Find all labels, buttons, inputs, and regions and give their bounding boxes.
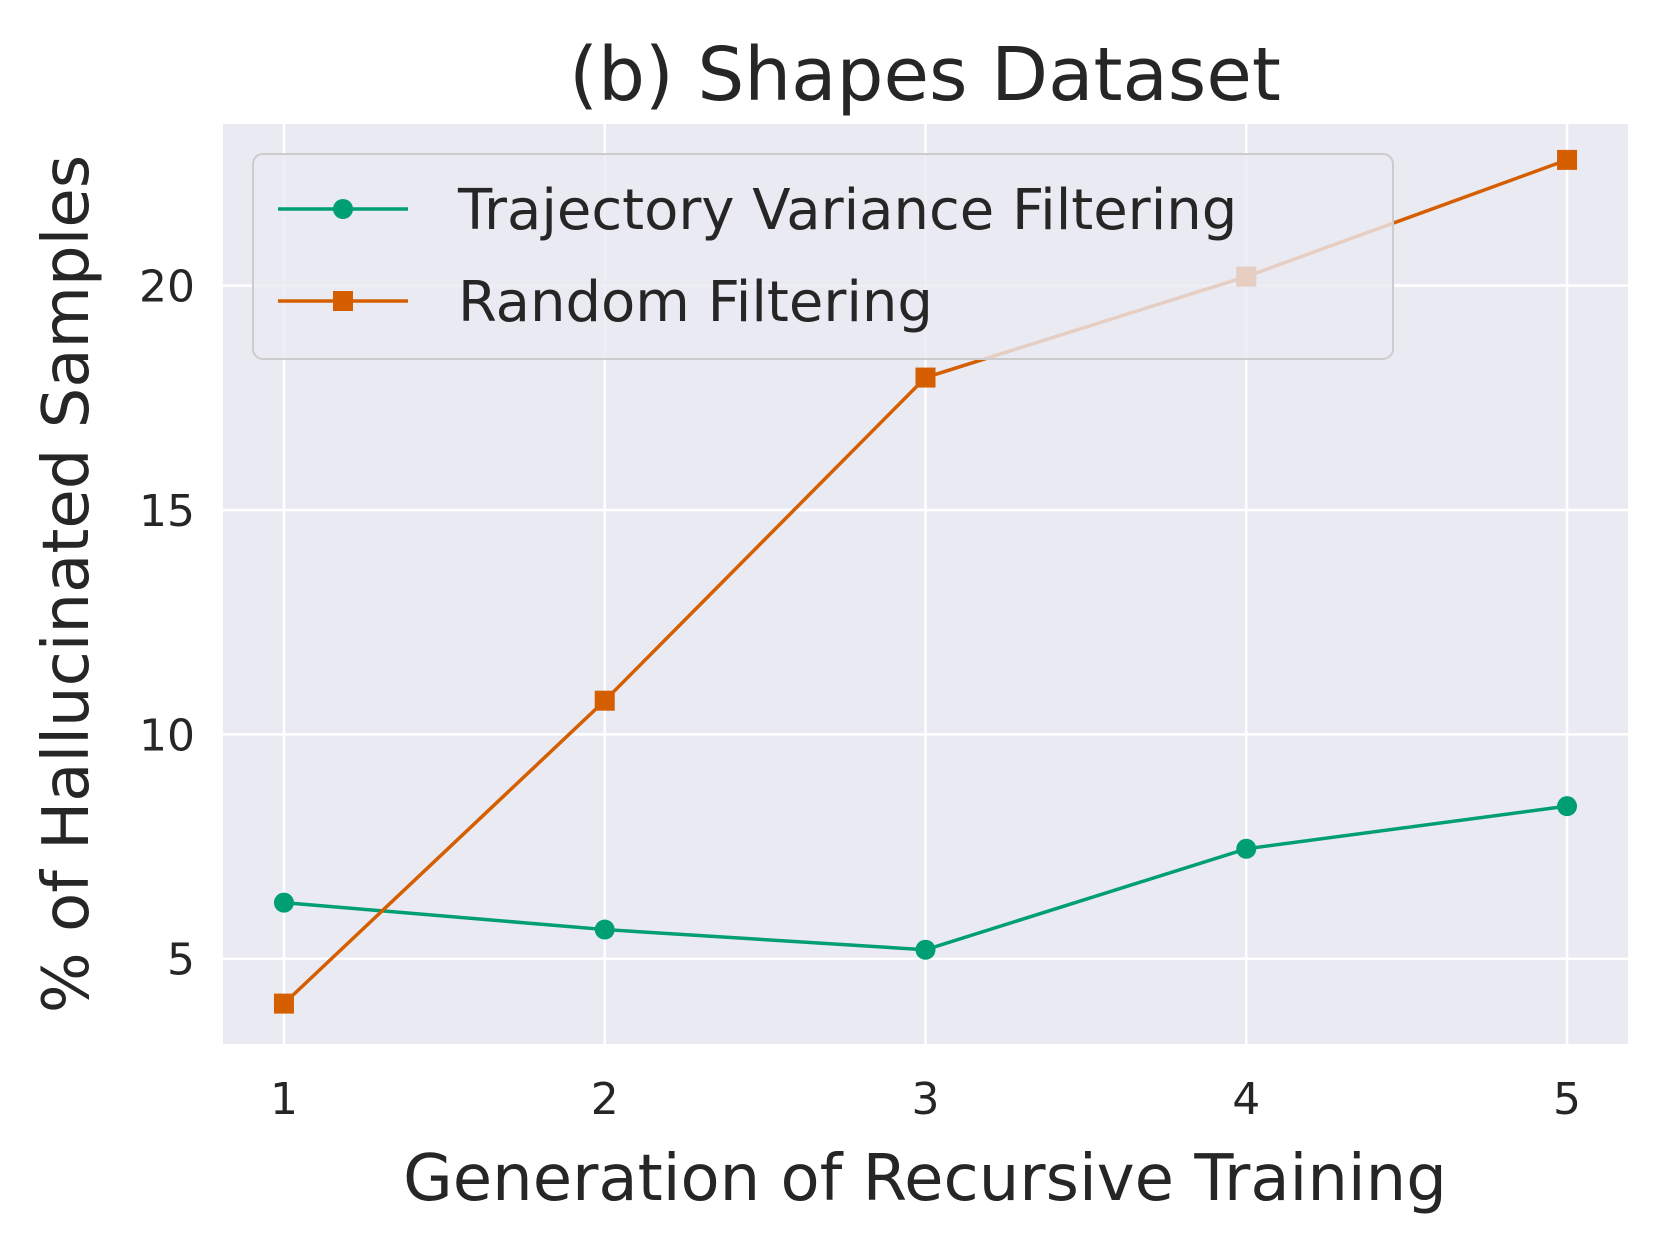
legend-marker [333,291,353,311]
x-tick-label: 3 [912,1074,940,1125]
data-point [1557,149,1578,170]
x-axis-label: Generation of Recursive Training [403,1142,1447,1216]
x-tick-label: 5 [1553,1074,1581,1125]
y-tick-label: 5 [167,935,195,986]
data-point [1557,796,1578,817]
x-tick-label: 2 [591,1074,619,1125]
legend-marker [333,199,353,219]
legend-label: Random Filtering [458,270,933,335]
legend: Trajectory Variance Filtering Random Filt… [252,153,1394,360]
legend-box [252,153,1394,360]
legend-label: Trajectory Variance Filtering [457,178,1237,243]
data-point [915,939,936,960]
data-point [273,993,294,1014]
data-point [1236,838,1257,859]
data-point [594,690,615,711]
chart-title: (b) Shapes Dataset [569,32,1281,118]
y-tick-label: 15 [139,486,195,537]
data-point [594,919,615,940]
data-point [273,892,294,913]
y-tick-label: 20 [139,262,195,313]
data-point [915,367,936,388]
x-tick-label: 4 [1232,1074,1260,1125]
x-tick-label: 1 [270,1074,298,1125]
y-axis-label: % of Hallucinated Samples [30,155,104,1013]
y-tick-label: 10 [139,710,195,761]
